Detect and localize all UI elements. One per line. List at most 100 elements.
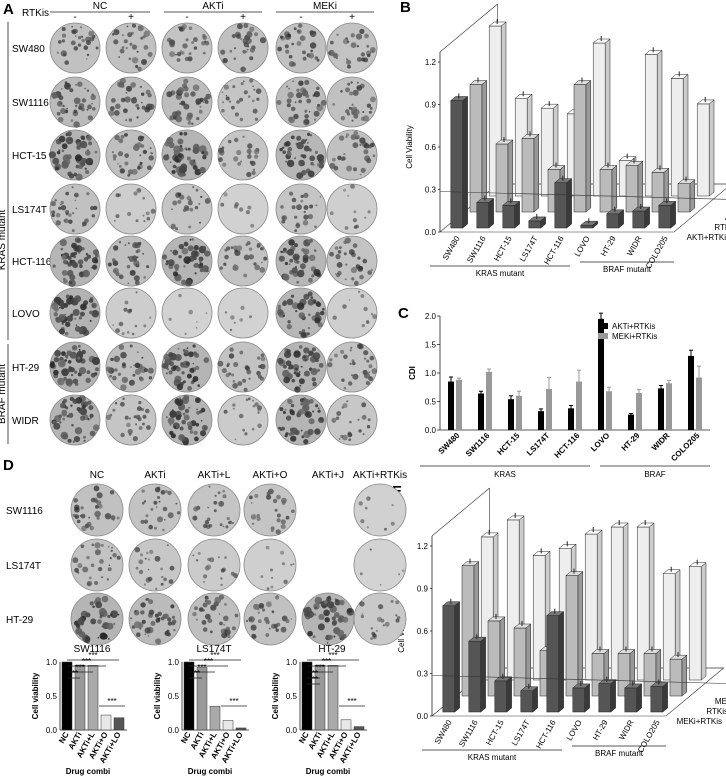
viability-bar (74, 665, 86, 731)
colony (274, 627, 277, 630)
colony (110, 357, 114, 362)
colony (170, 604, 175, 609)
colony (117, 81, 124, 88)
colony (69, 88, 74, 93)
colony (107, 262, 112, 267)
colony (108, 110, 115, 117)
colony (176, 511, 181, 515)
colony (343, 153, 346, 156)
colony (200, 419, 203, 422)
colony (173, 145, 181, 153)
colony (150, 620, 156, 626)
colony-plate (275, 76, 327, 128)
colony (271, 576, 274, 579)
colony (86, 192, 90, 196)
colony (266, 587, 270, 591)
colony (83, 614, 85, 616)
colony (78, 367, 87, 375)
colony (291, 509, 295, 514)
colony (109, 557, 112, 560)
colony (246, 30, 252, 37)
colony (253, 148, 260, 155)
colony (265, 633, 270, 637)
bar-front (696, 103, 710, 197)
colony (202, 424, 208, 431)
colony (85, 157, 94, 166)
y-axis-label: Cell viability (271, 672, 280, 719)
colony (246, 241, 251, 246)
colony (86, 53, 90, 57)
colony (201, 41, 206, 46)
plate-dish (353, 538, 407, 592)
colony (184, 349, 189, 355)
colony (88, 524, 91, 527)
colony (73, 172, 77, 176)
colony (130, 617, 133, 620)
colony (369, 355, 375, 361)
y-tick-label: 1.5 (425, 341, 437, 350)
colony (356, 57, 362, 62)
colony (189, 367, 195, 373)
colony (136, 276, 139, 278)
colony (236, 149, 242, 156)
colony (148, 376, 153, 380)
colony (301, 169, 307, 176)
colony (206, 597, 209, 600)
colony (357, 266, 364, 272)
colony (363, 143, 370, 149)
viability-bar (314, 665, 326, 731)
colony (243, 387, 248, 392)
colony (83, 45, 89, 50)
colony (308, 254, 316, 262)
colony (99, 632, 107, 640)
colony (337, 250, 342, 254)
colony (356, 85, 363, 91)
colony (199, 221, 201, 224)
colony (247, 143, 253, 149)
colony (300, 199, 304, 203)
plate-dish (217, 394, 269, 446)
colony (246, 48, 249, 51)
colony (167, 259, 175, 267)
colony (348, 299, 351, 301)
colony (353, 167, 357, 172)
colony (242, 80, 245, 83)
colony (61, 254, 67, 260)
colony (282, 301, 287, 306)
colony (188, 351, 194, 358)
colony (95, 367, 99, 372)
colony (250, 514, 257, 520)
colony-plate (49, 235, 101, 287)
colony (298, 408, 305, 415)
colony (259, 267, 266, 273)
colony (341, 378, 345, 382)
y-tick-label: 0.0 (286, 726, 298, 735)
colony (307, 610, 314, 618)
colony (88, 516, 91, 519)
colony (361, 402, 367, 408)
colony (75, 35, 77, 37)
colony (243, 90, 248, 95)
colony (242, 428, 246, 432)
colony (146, 265, 150, 269)
colony (127, 211, 132, 217)
colony (72, 212, 75, 215)
colony (177, 138, 184, 145)
colony (282, 369, 290, 378)
colony (182, 172, 186, 177)
y-tick-label: 1.0 (46, 658, 58, 667)
bar-front (565, 575, 579, 697)
colony (186, 195, 192, 201)
colony-plate (49, 183, 101, 235)
colony (192, 84, 200, 91)
colony (59, 421, 62, 424)
colony (171, 615, 176, 619)
colony (242, 135, 245, 138)
colony (357, 256, 361, 260)
colony (302, 163, 305, 166)
colony (113, 355, 121, 363)
colony (142, 422, 145, 426)
colony (247, 397, 251, 401)
colony (296, 41, 302, 46)
